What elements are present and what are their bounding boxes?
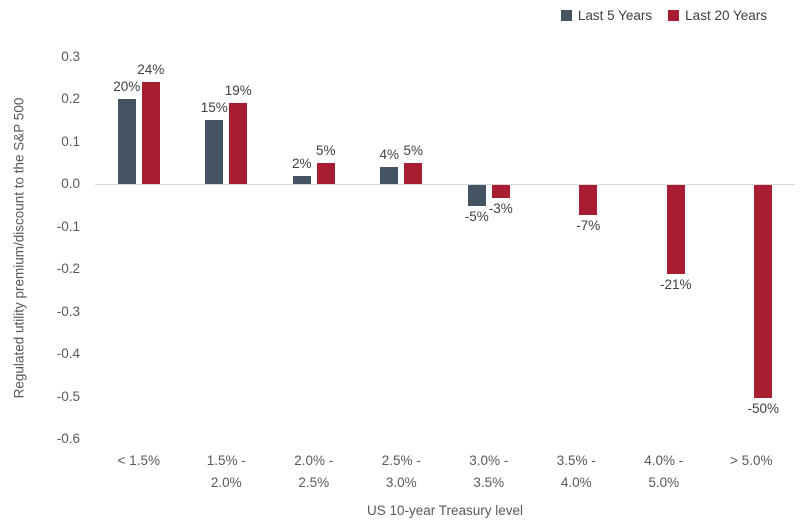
bar-last-5-years: [117, 99, 136, 184]
y-axis-title: Regulated utility premium/discount to th…: [11, 97, 27, 399]
legend-item-last-20-years: Last 20 Years: [668, 8, 767, 23]
x-category-label: 2.5% - 3.0%: [381, 453, 421, 490]
x-category-label: 4.0% - 5.0%: [644, 453, 684, 490]
y-tick-label: 0.2: [61, 91, 80, 106]
x-category-label: 1.5% - 2.0%: [206, 453, 246, 490]
bar-last-20-years: [666, 185, 685, 275]
bar-value-label: -7%: [576, 217, 601, 233]
bar-last-20-years: [229, 103, 248, 184]
bar-value-label: 2%: [291, 155, 312, 171]
y-tick-label: -0.6: [56, 431, 80, 446]
x-category-label: > 5.0%: [730, 453, 773, 468]
legend-swatch-last-5-years: [560, 10, 572, 21]
bar-value-label: 24%: [137, 62, 165, 77]
bar-value-label: 5%: [315, 142, 336, 158]
bar-value-label: 5%: [403, 142, 423, 158]
bar-last-5-years: [467, 185, 486, 207]
bar-value-label: -50%: [747, 400, 779, 416]
y-tick-label: -0.5: [56, 388, 80, 404]
bar-last-20-years: [141, 82, 160, 184]
x-category-label: 3.0% - 3.5%: [469, 453, 509, 490]
bar-value-label: 15%: [200, 100, 228, 116]
bar-value-label: 4%: [379, 147, 399, 162]
legend-swatch-last-20-years: [668, 10, 680, 21]
zero-axis-line: [95, 184, 795, 185]
bar-last-20-years: [404, 162, 423, 184]
bar-value-label: 20%: [113, 79, 141, 94]
y-tick-label: 0.1: [61, 133, 80, 149]
bar-value-label: -21%: [659, 277, 692, 293]
bar-last-20-years: [579, 185, 598, 215]
bar-value-label: 19%: [224, 83, 252, 99]
bar-last-20-years: [754, 185, 773, 398]
bar-last-5-years: [292, 175, 311, 184]
y-tick-label: -0.3: [56, 303, 80, 319]
bar-last-5-years: [205, 120, 224, 184]
y-tick-label: 0.0: [61, 176, 80, 191]
bar-value-label: -3%: [488, 200, 513, 216]
bar-last-20-years: [491, 185, 510, 198]
legend-item-last-5-years: Last 5 Years: [560, 8, 653, 23]
x-axis-title: US 10-year Treasury level: [366, 503, 524, 518]
x-category-label: 3.5% - 4.0%: [556, 453, 596, 490]
y-tick-label: -0.1: [56, 218, 80, 234]
legend-label: Last 20 Years: [685, 8, 767, 23]
bar-value-label: -5%: [464, 209, 489, 225]
bar-last-20-years: [316, 162, 335, 184]
x-category-label: < 1.5%: [117, 453, 160, 468]
y-tick-label: -0.4: [56, 346, 80, 361]
y-tick-label: 0.3: [61, 48, 80, 64]
x-category-label: 2.0% - 2.5%: [294, 453, 334, 490]
legend-label: Last 5 Years: [577, 8, 653, 23]
y-tick-label: -0.2: [56, 261, 80, 276]
legend: Last 5 Years Last 20 Years: [560, 8, 767, 23]
bar-last-5-years: [380, 167, 399, 184]
